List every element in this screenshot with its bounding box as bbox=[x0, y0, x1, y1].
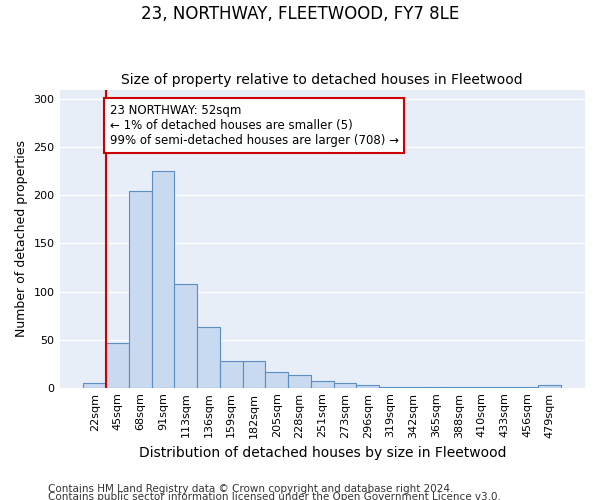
Bar bbox=[448, 386, 470, 388]
Bar bbox=[175, 284, 197, 388]
Text: 23, NORTHWAY, FLEETWOOD, FY7 8LE: 23, NORTHWAY, FLEETWOOD, FY7 8LE bbox=[141, 5, 459, 23]
Bar bbox=[379, 386, 402, 388]
Bar bbox=[265, 372, 288, 388]
Bar bbox=[470, 386, 493, 388]
Bar bbox=[538, 385, 561, 388]
Bar bbox=[356, 385, 379, 388]
Bar bbox=[493, 386, 515, 388]
Bar bbox=[288, 375, 311, 388]
Bar bbox=[83, 383, 106, 388]
Bar bbox=[425, 386, 448, 388]
Bar bbox=[515, 386, 538, 388]
Text: Contains HM Land Registry data © Crown copyright and database right 2024.: Contains HM Land Registry data © Crown c… bbox=[48, 484, 454, 494]
Bar bbox=[129, 192, 152, 388]
X-axis label: Distribution of detached houses by size in Fleetwood: Distribution of detached houses by size … bbox=[139, 446, 506, 460]
Bar bbox=[197, 327, 220, 388]
Bar bbox=[311, 381, 334, 388]
Y-axis label: Number of detached properties: Number of detached properties bbox=[15, 140, 28, 337]
Bar bbox=[242, 361, 265, 388]
Bar bbox=[334, 383, 356, 388]
Text: Contains public sector information licensed under the Open Government Licence v3: Contains public sector information licen… bbox=[48, 492, 501, 500]
Title: Size of property relative to detached houses in Fleetwood: Size of property relative to detached ho… bbox=[121, 73, 523, 87]
Text: 23 NORTHWAY: 52sqm
← 1% of detached houses are smaller (5)
99% of semi-detached : 23 NORTHWAY: 52sqm ← 1% of detached hous… bbox=[110, 104, 398, 147]
Bar bbox=[220, 361, 242, 388]
Bar bbox=[152, 172, 175, 388]
Bar bbox=[106, 344, 129, 388]
Bar bbox=[402, 386, 425, 388]
